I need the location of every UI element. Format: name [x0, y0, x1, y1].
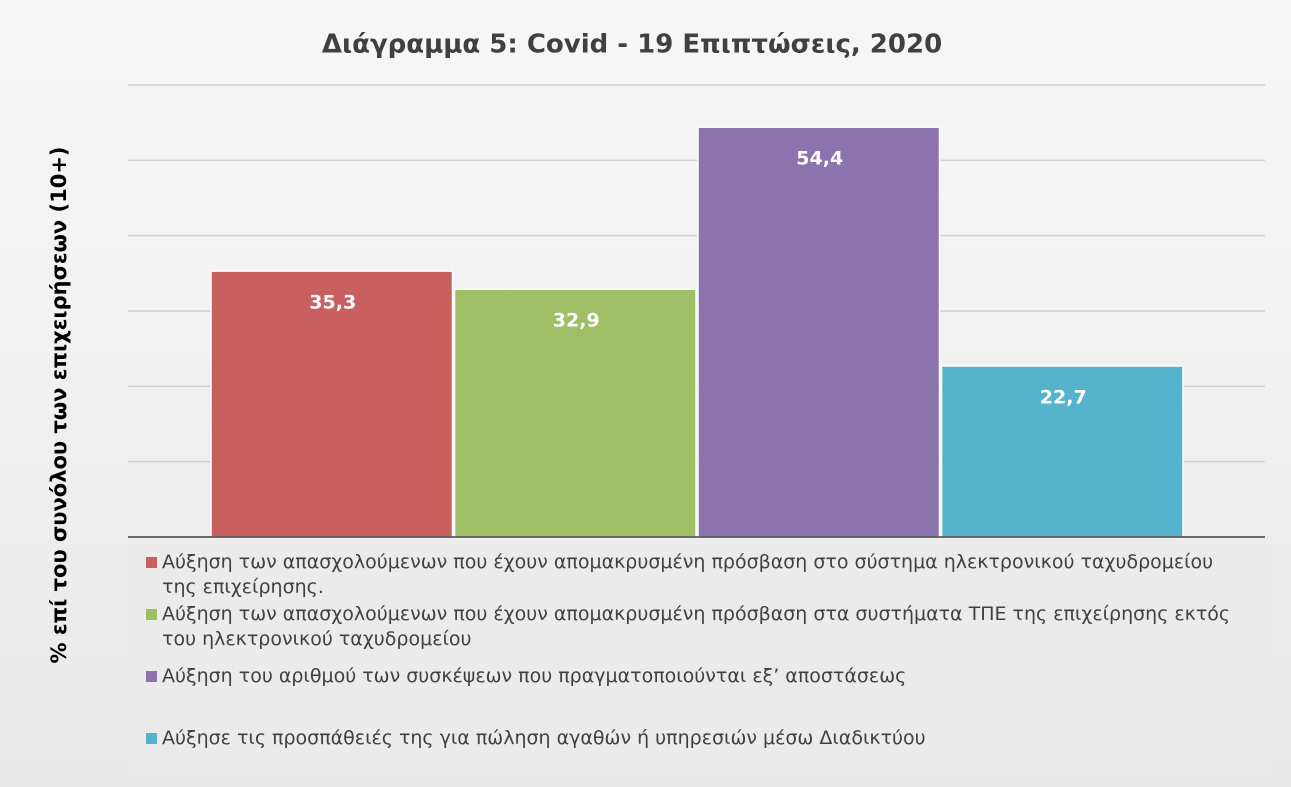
data-label: 35,3: [309, 292, 356, 314]
data-label: 32,9: [553, 310, 600, 332]
chart-title: Διάγραμμα 5: Covid - 19 Επιπτώσεις, 2020: [322, 30, 942, 60]
legend-item: Αύξησε τις προσπάθειές της για πώληση αγ…: [146, 726, 1252, 751]
legend-swatch: [146, 609, 157, 620]
legend-item: Αύξηση των απασχολούμενων που έχουν απομ…: [146, 602, 1252, 652]
y-axis-label: % επί του συνόλου των επιχειρήσεων (10+): [47, 146, 71, 663]
legend-swatch: [146, 671, 157, 682]
legend: Αύξηση των απασχολούμενων που έχουν απομ…: [128, 545, 1272, 775]
legend-item: Αύξηση του αριθμού των συσκέψεων που πρα…: [146, 664, 1252, 689]
legend-label: Αύξηση του αριθμού των συσκέψεων που πρα…: [162, 665, 907, 687]
legend-label: Αύξηση των απασχολούμενων που έχουν απομ…: [162, 603, 1231, 650]
legend-swatch: [146, 557, 157, 568]
bar: [453, 288, 697, 538]
data-label: 54,4: [796, 148, 843, 170]
legend-item: Αύξηση των απασχολούμενων που έχουν απομ…: [146, 550, 1252, 600]
legend-label: Αύξηση των απασχολούμενων που έχουν απομ…: [162, 551, 1214, 598]
bar: [940, 365, 1184, 538]
data-label: 22,7: [1040, 386, 1087, 408]
legend-label: Αύξησε τις προσπάθειές της για πώληση αγ…: [162, 727, 926, 749]
legend-swatch: [146, 733, 157, 744]
bar: [697, 126, 941, 538]
bar: [210, 270, 454, 538]
